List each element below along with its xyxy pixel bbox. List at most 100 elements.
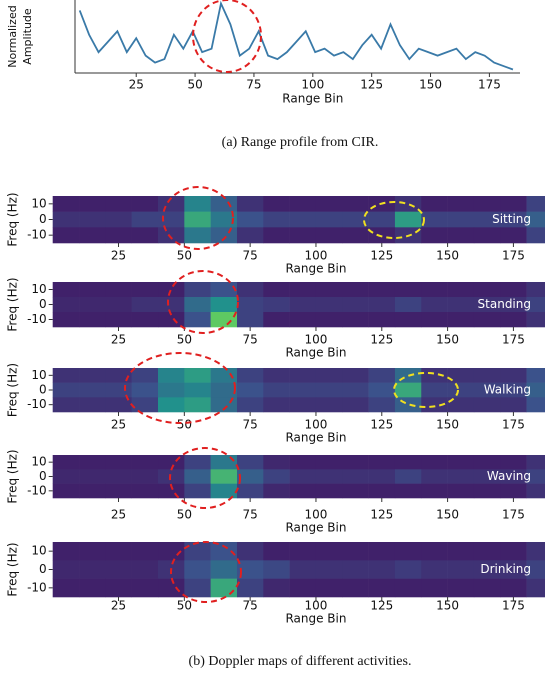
heatmap-cell [52, 312, 80, 328]
heatmap-cell [79, 368, 106, 383]
heatmap-cell [500, 455, 527, 470]
y-tick-label: -10 [27, 580, 47, 594]
heatmap-cell [131, 282, 159, 298]
heatmap-cell [315, 368, 343, 383]
heatmap-cell [368, 227, 396, 244]
heatmap-cell [473, 382, 501, 398]
heatmap-cell [105, 483, 132, 499]
heatmap-cell [289, 397, 317, 413]
heatmap-cell [105, 382, 132, 398]
heatmap-cell [421, 382, 448, 398]
heatmap-cell [79, 483, 106, 499]
heatmap-cell [105, 560, 132, 579]
x-axis-label: Range Bin [285, 431, 346, 445]
heatmap-cell [473, 227, 501, 244]
heatmap-cell [526, 227, 545, 244]
annotations [124, 0, 459, 603]
x-tick-label: 25 [111, 599, 126, 613]
heatmap-cell [342, 397, 369, 413]
heatmap-cell [342, 227, 369, 244]
heatmap-cell [210, 368, 238, 383]
x-tick-label: 75 [243, 508, 258, 522]
heatmap-cell [315, 542, 343, 561]
heatmap-cell [500, 382, 527, 398]
heatmap-cell [158, 227, 185, 244]
x-axis-label: Range Bin [285, 262, 346, 276]
y-tick-label: -10 [27, 228, 47, 242]
heatmap-cell [500, 312, 527, 328]
heatmap-cell [526, 469, 545, 484]
heatmap-cell [394, 397, 422, 413]
heatmap-cell [473, 560, 501, 579]
heatmap-cell [263, 196, 290, 212]
heatmap-cell [263, 297, 290, 313]
x-axis-label: Range Bin [285, 346, 346, 360]
x-tick-label: 75 [243, 249, 258, 263]
heatmap-cell [394, 382, 422, 398]
heatmap-cell [263, 560, 290, 579]
heatmap-cell [79, 469, 106, 484]
heatmap-cell [421, 397, 448, 413]
heatmap-cell [342, 312, 369, 328]
heatmap-cell [158, 542, 185, 561]
x-tick-label: 50 [177, 333, 192, 347]
heatmap-cell [526, 455, 545, 470]
y-tick-label: 10 [31, 196, 46, 210]
y-axis-label: Amplitude [21, 8, 34, 65]
heatmap-cell [105, 542, 132, 561]
x-tick-label: 125 [370, 599, 393, 613]
heatmap-cell [131, 455, 159, 470]
heatmap-cell [447, 211, 475, 228]
heatmap-cell [105, 578, 132, 598]
x-tick-label: 150 [436, 418, 459, 432]
heatmap-cell [184, 211, 211, 228]
heatmap-cell [421, 483, 448, 499]
heatmap-cell [342, 211, 369, 228]
heatmap-cell [368, 211, 396, 228]
heatmap-cell [131, 227, 159, 244]
caption: (b) Doppler maps of different activities… [189, 654, 412, 669]
heatmap-cell [447, 312, 475, 328]
x-tick-label: 25 [111, 249, 126, 263]
heatmap-cell [394, 542, 422, 561]
heatmap-cell [263, 368, 290, 383]
heatmap-cell [236, 542, 264, 561]
heatmap-cell [500, 297, 527, 313]
heatmap-cell [368, 397, 396, 413]
y-tick-label: 10 [31, 544, 46, 558]
heatmap-cell [526, 483, 545, 499]
heatmap-cell [236, 578, 264, 598]
activity-label: Drinking [480, 562, 531, 576]
x-tick-label: 75 [243, 333, 258, 347]
heatmap-cell [447, 483, 475, 499]
highlight [393, 372, 459, 408]
highlight [170, 541, 242, 603]
heatmap-cell [289, 455, 317, 470]
y-axis-label: Freq (Hz) [6, 542, 20, 596]
heatmap-cell [210, 211, 238, 228]
heatmap-cell [394, 196, 422, 212]
heatmap-cell [342, 483, 369, 499]
heatmap-cell [52, 542, 80, 561]
heatmap-cell [263, 578, 290, 598]
heatmap-cell [447, 382, 475, 398]
heatmap-cell [263, 382, 290, 398]
heatmap-cell [52, 483, 80, 499]
heatmap-cell [52, 282, 80, 298]
heatmap-cell [421, 455, 448, 470]
heatmap-cell [105, 196, 132, 212]
heatmap-cell [473, 282, 501, 298]
heatmap-cell [184, 297, 211, 313]
heatmap-cell [526, 312, 545, 328]
heatmap-cell [473, 397, 501, 413]
heatmap-cell [289, 282, 317, 298]
heatmap-cell [236, 382, 264, 398]
heatmap-cell [289, 542, 317, 561]
y-tick-label: 0 [39, 562, 47, 576]
heatmap-cell [315, 282, 343, 298]
heatmap-cell [52, 397, 80, 413]
heatmap-cell [447, 227, 475, 244]
y-tick-label: -10 [27, 483, 47, 497]
y-tick-label: 10 [31, 368, 46, 382]
heatmap-cell [368, 455, 396, 470]
